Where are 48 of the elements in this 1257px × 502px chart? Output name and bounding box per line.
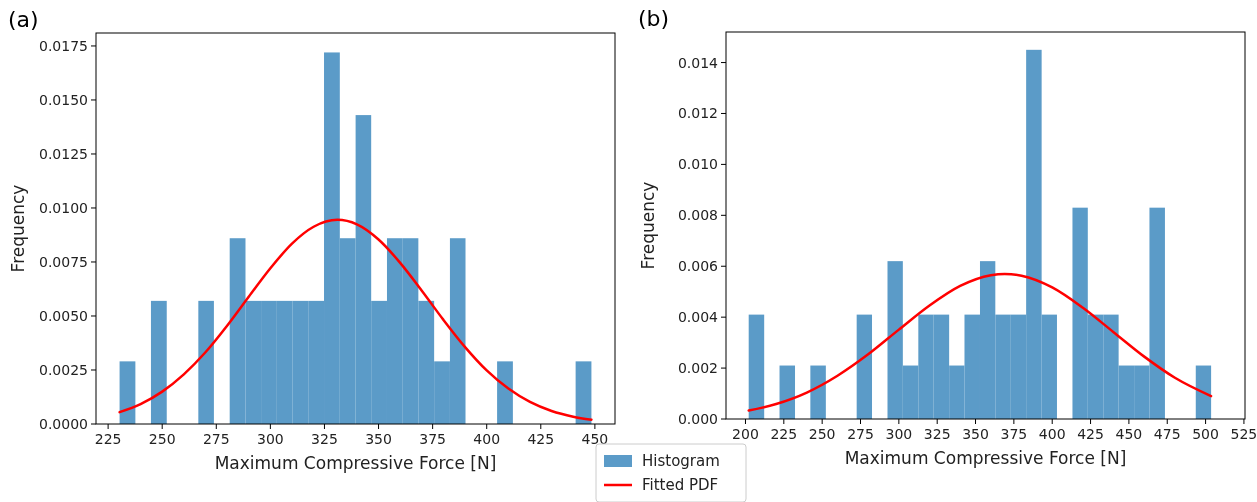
x-axis-title: Maximum Compressive Force [N] (844, 448, 1127, 468)
x-tick-label: 225 (94, 431, 122, 447)
y-axis-title: Frequency (638, 181, 658, 270)
x-tick-label: 250 (808, 426, 836, 442)
chart-title: (a) (8, 7, 39, 32)
y-tick-label: 0.014 (677, 54, 719, 71)
x-tick-label: 300 (885, 426, 913, 442)
x-tick-label: 275 (202, 431, 230, 447)
y-tick-label: 0.004 (677, 309, 719, 326)
y-tick-label: 0.0100 (39, 199, 88, 216)
x-tick-label: 425 (1077, 426, 1104, 442)
y-tick-label: 0.0175 (39, 37, 88, 54)
legend-label: Histogram (642, 452, 720, 470)
y-tick-label: 0.0150 (39, 91, 88, 108)
chart-title: (b) (638, 6, 670, 31)
y-tick-label: 0.0075 (39, 253, 88, 270)
y-tick-label: 0.000 (677, 411, 718, 427)
x-tick-label: 375 (1000, 426, 1028, 442)
x-tick-label: 350 (365, 431, 392, 447)
x-tick-label: 500 (1192, 426, 1219, 442)
y-tick-label: 0.0125 (39, 145, 88, 162)
x-tick-label: 225 (770, 426, 798, 442)
x-tick-label: 400 (473, 431, 501, 447)
y-tick-label: 0.006 (677, 258, 719, 275)
x-tick-label: 275 (847, 426, 874, 442)
x-tick-label: 475 (1153, 426, 1181, 442)
x-tick-label: 375 (419, 431, 446, 447)
y-tick-label: 0.008 (677, 207, 718, 224)
y-axis-title: Frequency (8, 184, 28, 273)
y-tick-label: 0.002 (677, 360, 718, 377)
x-axis-title: Maximum Compressive Force [N] (214, 453, 497, 473)
y-tick-label: 0.0025 (39, 361, 88, 378)
x-tick-label: 250 (148, 431, 176, 447)
y-tick-label: 0.0000 (39, 416, 88, 432)
x-tick-label: 450 (1115, 426, 1143, 442)
y-tick-label: 0.0050 (39, 307, 88, 324)
x-tick-label: 325 (923, 426, 951, 442)
x-tick-label: 300 (257, 431, 284, 447)
x-tick-label: 325 (311, 431, 338, 447)
x-tick-label: 350 (962, 426, 989, 442)
x-tick-label: 525 (1230, 426, 1257, 442)
x-tick-label: 450 (581, 431, 609, 447)
x-tick-label: 200 (732, 426, 759, 442)
legend-label: Fitted PDF (642, 476, 719, 494)
x-tick-label: 425 (527, 431, 555, 447)
y-tick-label: 0.012 (677, 105, 718, 122)
x-tick-label: 400 (1038, 426, 1066, 442)
y-tick-label: 0.010 (677, 156, 718, 173)
